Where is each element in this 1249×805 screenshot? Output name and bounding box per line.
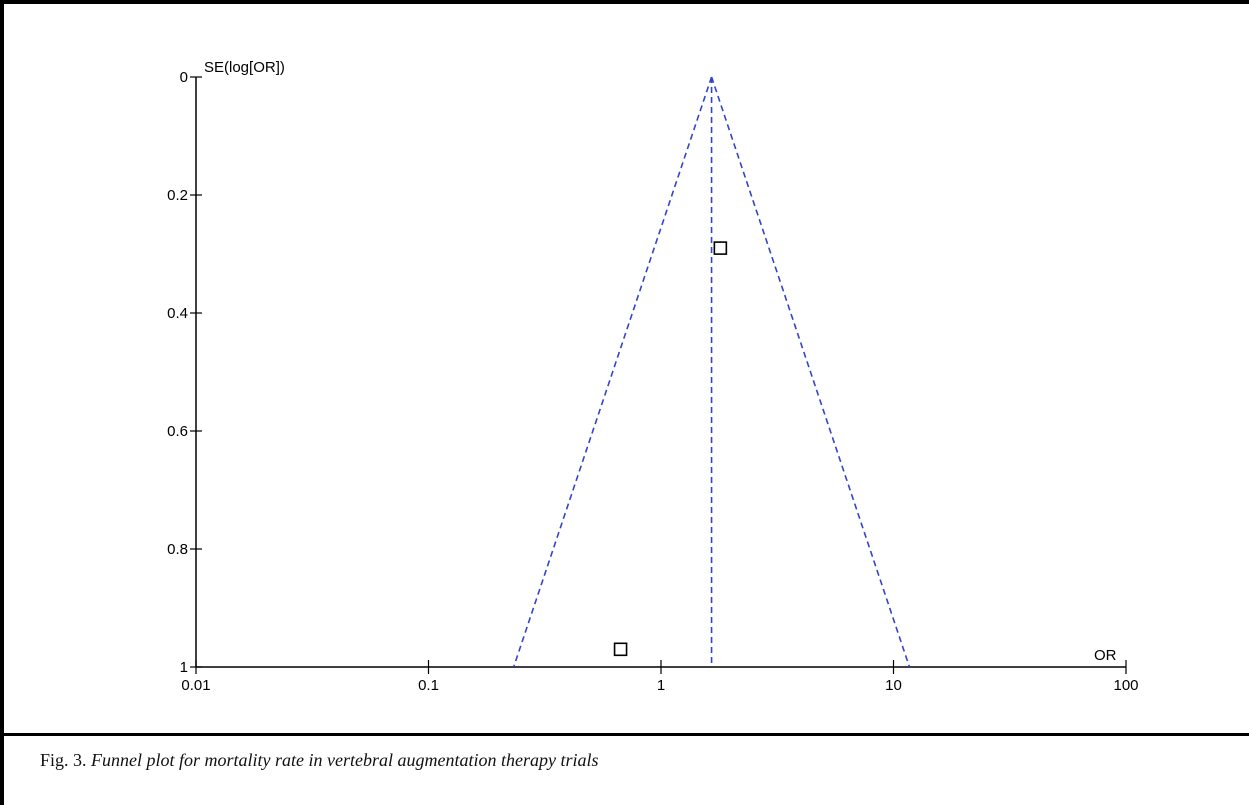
- y-tick-label: 0.6: [167, 423, 188, 440]
- y-axis-ticks: 0 0.2 0.4 0.6 0.8 1: [167, 69, 202, 676]
- figure-caption: Fig. 3. Funnel plot for mortality rate i…: [40, 750, 598, 771]
- x-tick-label: 1: [657, 677, 665, 694]
- funnel-plot: 0 0.2 0.4 0.6 0.8 1 0.01 0.1 1 10 100 SE(log[OR])…: [167, 59, 1139, 694]
- study-point: [713, 241, 728, 255]
- x-tick-label: 0.01: [181, 677, 210, 694]
- x-axis-ticks: 0.01 0.1 1 10 100: [181, 660, 1139, 694]
- y-tick-label: 0.8: [167, 541, 188, 558]
- caption-text: Funnel plot for mortality rate in verteb…: [91, 750, 599, 770]
- x-tick-label: 10: [885, 677, 902, 694]
- study-point: [613, 642, 628, 657]
- y-tick-label: 1: [180, 659, 188, 676]
- caption-divider: [0, 733, 1249, 736]
- study-points: [613, 241, 728, 657]
- funnel-right-line: [710, 76, 911, 668]
- y-tick-label: 0.4: [167, 305, 188, 322]
- x-tick-label: 100: [1113, 677, 1138, 694]
- x-axis-title: OR: [1094, 647, 1117, 664]
- y-tick-label: 0.2: [167, 187, 188, 204]
- funnel-lines: [512, 76, 911, 668]
- caption-label: Fig. 3.: [40, 750, 87, 770]
- x-tick-label: 0.1: [418, 677, 439, 694]
- y-tick-label: 0: [180, 69, 188, 86]
- funnel-left-line: [512, 76, 713, 668]
- y-axis-title: SE(log[OR]): [204, 59, 285, 76]
